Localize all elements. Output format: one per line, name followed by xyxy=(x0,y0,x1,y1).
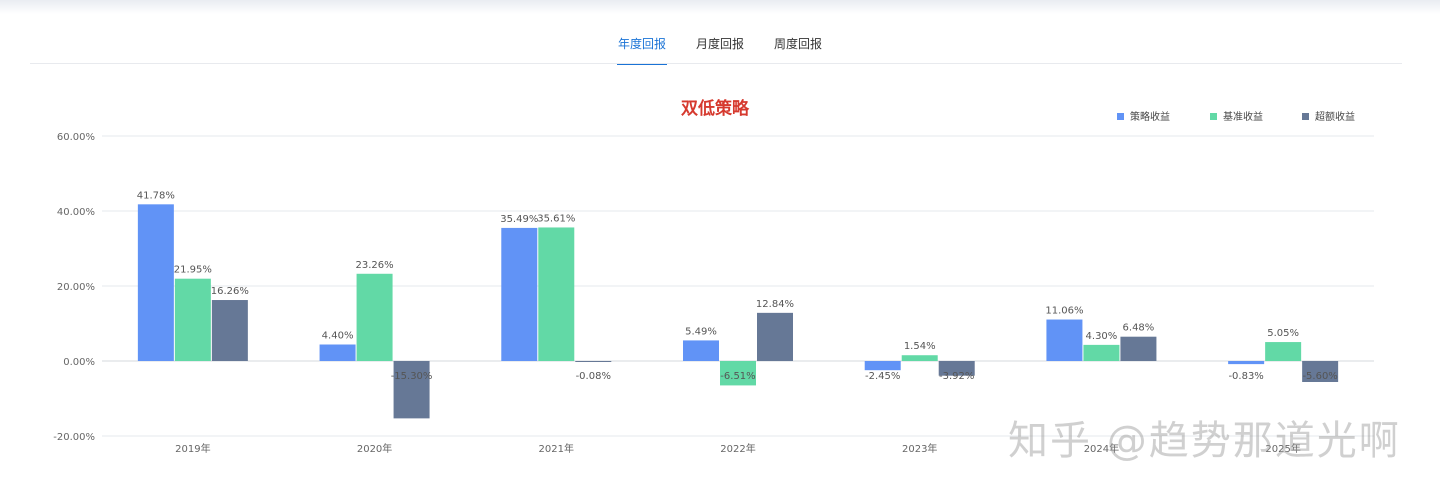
bar[interactable] xyxy=(720,361,756,386)
bar[interactable] xyxy=(683,340,719,361)
x-tick-label: 2023年 xyxy=(902,442,937,455)
bar[interactable] xyxy=(137,204,174,361)
value-label: 4.40% xyxy=(322,331,354,342)
value-label: 6.48% xyxy=(1123,323,1155,334)
value-label: -6.51% xyxy=(720,371,755,382)
grid-lines xyxy=(102,135,1374,437)
bar[interactable] xyxy=(1046,319,1083,361)
value-label: -2.45% xyxy=(865,371,900,382)
bar[interactable] xyxy=(1083,344,1120,361)
bar[interactable] xyxy=(538,227,575,361)
value-labels: 41.78% 21.95% 16.26% 4.40% 23.26% -15.30% 35.4… xyxy=(137,190,1338,382)
value-label: 23.26% xyxy=(356,260,394,271)
value-label: -15.30% xyxy=(391,371,433,382)
x-tick-label: 2019年 xyxy=(175,442,210,455)
x-tick-label: 2025年 xyxy=(1265,442,1300,455)
returns-bar-chart: 60.00% 40.00% 20.00% 0.00% -20.00% 41.78% 21.… xyxy=(53,98,1374,455)
value-label: 11.06% xyxy=(1045,306,1083,317)
legend-label[interactable]: 基准收益 xyxy=(1223,110,1263,123)
bar[interactable] xyxy=(319,344,356,362)
value-label: -0.08% xyxy=(576,371,611,382)
watermark: 知乎 @趋势那道光啊 xyxy=(1008,418,1401,464)
tab-monthly-returns[interactable]: 月度回报 xyxy=(695,37,744,51)
value-label: 5.49% xyxy=(685,326,717,337)
bar[interactable] xyxy=(393,361,430,419)
x-tick-label: 2021年 xyxy=(539,442,574,455)
x-tick-label: 2024年 xyxy=(1084,442,1119,455)
bar[interactable] xyxy=(174,278,211,361)
value-label: 12.84% xyxy=(756,299,794,310)
bar[interactable] xyxy=(757,312,793,361)
y-tick-label: 40.00% xyxy=(57,207,95,218)
y-axis-ticks: 60.00% 40.00% 20.00% 0.00% -20.00% xyxy=(53,132,95,443)
bars xyxy=(137,204,1339,419)
bar[interactable] xyxy=(1120,336,1157,361)
value-label: 41.78% xyxy=(137,190,175,201)
bar[interactable] xyxy=(1228,361,1265,365)
top-shadow xyxy=(0,0,1440,14)
value-label: -3.92% xyxy=(939,371,974,382)
bar[interactable] xyxy=(938,361,975,376)
value-label: -5.60% xyxy=(1302,371,1337,382)
x-axis-ticks: 2019年 2020年 2021年 2022年 2023年 2024年 2025年 xyxy=(175,442,1301,455)
bar[interactable] xyxy=(901,355,938,361)
bar[interactable] xyxy=(1265,342,1302,361)
bar[interactable] xyxy=(356,273,393,361)
tab-divider xyxy=(30,63,1402,64)
y-tick-label: -20.00% xyxy=(53,432,95,443)
y-tick-label: 0.00% xyxy=(63,357,95,368)
legend-swatch xyxy=(1302,113,1309,120)
legend-label[interactable]: 超额收益 xyxy=(1315,110,1355,123)
value-label: 5.05% xyxy=(1267,328,1299,339)
legend-swatch xyxy=(1210,113,1217,120)
value-label: 16.26% xyxy=(211,286,249,297)
legend-label[interactable]: 策略收益 xyxy=(1130,110,1170,123)
legend-swatch xyxy=(1117,113,1124,120)
value-label: 35.49% xyxy=(500,214,538,225)
legend: 策略收益 基准收益 超额收益 xyxy=(1117,110,1355,123)
tab-annual-returns[interactable]: 年度回报 xyxy=(616,30,667,65)
value-label: 21.95% xyxy=(174,265,212,276)
tab-bar: 年度回报 月度回报 周度回报 xyxy=(0,30,1440,65)
value-label: -0.83% xyxy=(1228,371,1263,382)
y-tick-label: 20.00% xyxy=(57,282,95,293)
x-tick-label: 2020年 xyxy=(357,442,392,455)
y-tick-label: 60.00% xyxy=(57,132,95,143)
bar[interactable] xyxy=(211,300,248,361)
value-label: 1.54% xyxy=(904,341,936,352)
tab-weekly-returns[interactable]: 周度回报 xyxy=(774,37,823,51)
chart-title: 双低策略 xyxy=(681,98,750,119)
x-tick-label: 2022年 xyxy=(720,442,755,455)
value-label: 35.61% xyxy=(537,213,575,224)
bar[interactable] xyxy=(501,227,538,361)
value-label: 4.30% xyxy=(1086,331,1118,342)
bar[interactable] xyxy=(1302,361,1339,382)
bar[interactable] xyxy=(575,361,612,362)
bar[interactable] xyxy=(864,361,901,371)
